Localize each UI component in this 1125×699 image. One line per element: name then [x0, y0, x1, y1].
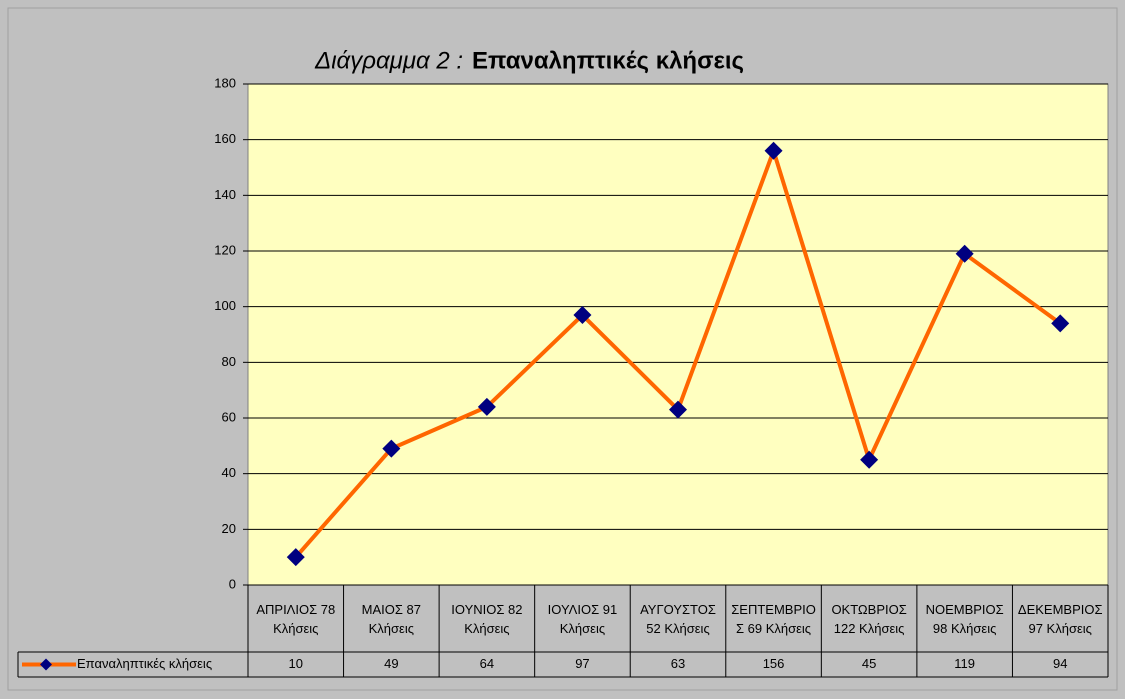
table-value: 64 — [480, 656, 494, 671]
y-tick-label: 80 — [222, 354, 236, 369]
marker — [286, 548, 305, 567]
y-tick-label: 20 — [222, 521, 236, 536]
x-tick-label: ΙΟΥΝΙΟΣ 82 Κλήσεις — [451, 602, 523, 636]
y-tick-label: 140 — [214, 187, 236, 202]
x-tick-label: ΑΠΡΙΛΙΟΣ 78 Κλήσεις — [256, 602, 336, 636]
marker — [1051, 314, 1070, 333]
table-value: 45 — [862, 656, 876, 671]
marker — [573, 306, 592, 325]
table-value: 10 — [289, 656, 303, 671]
y-tick-label: 0 — [229, 576, 236, 591]
x-tick-label: ΙΟΥΛΙΟΣ 91 Κλήσεις — [547, 602, 618, 636]
table-value: 94 — [1053, 656, 1067, 671]
y-tick-label: 180 — [214, 75, 236, 90]
marker — [669, 400, 687, 419]
x-tick-label: ΣΕΠΤΕΜΒΡΙΟΣ 69 Κλήσεις — [731, 602, 816, 636]
legend-marker — [40, 658, 52, 671]
x-tick-label: ΜΑΙΟΣ 87 Κλήσεις — [361, 602, 421, 636]
x-tick-label: ΟΚΤΩΒΡΙΟΣ 122 Κλήσεις — [831, 602, 907, 636]
plot-area — [247, 83, 1109, 586]
y-tick-label: 40 — [222, 465, 236, 480]
legend-label: Επαναληπτικές κλήσεις — [77, 656, 212, 671]
chart-label: Διάγραμμα 2 : — [314, 47, 463, 74]
table-value: 119 — [954, 656, 975, 671]
marker — [955, 244, 974, 263]
marker — [477, 397, 496, 416]
x-tick-label: ΔΕΚΕΜΒΡΙΟΣ 97 Κλήσεις — [1017, 602, 1103, 636]
y-tick-label: 100 — [214, 298, 236, 313]
table-value: 63 — [671, 656, 685, 671]
y-tick-label: 60 — [222, 409, 236, 424]
y-tick-label: 160 — [214, 131, 236, 146]
marker — [764, 141, 783, 160]
table-value: 156 — [763, 656, 785, 671]
x-tick-label: ΝΟΕΜΒΡΙΟΣ 98 Κλήσεις — [925, 602, 1004, 636]
table-value: 49 — [384, 656, 398, 671]
table-value: 97 — [575, 656, 589, 671]
marker — [860, 450, 879, 469]
marker — [382, 439, 401, 458]
y-tick-label: 120 — [214, 242, 236, 257]
x-tick-label: ΑΥΓΟΥΣΤΟΣ 52 Κλήσεις — [640, 602, 716, 636]
chart-title: Επαναληπτικές κλήσεις — [472, 47, 744, 74]
